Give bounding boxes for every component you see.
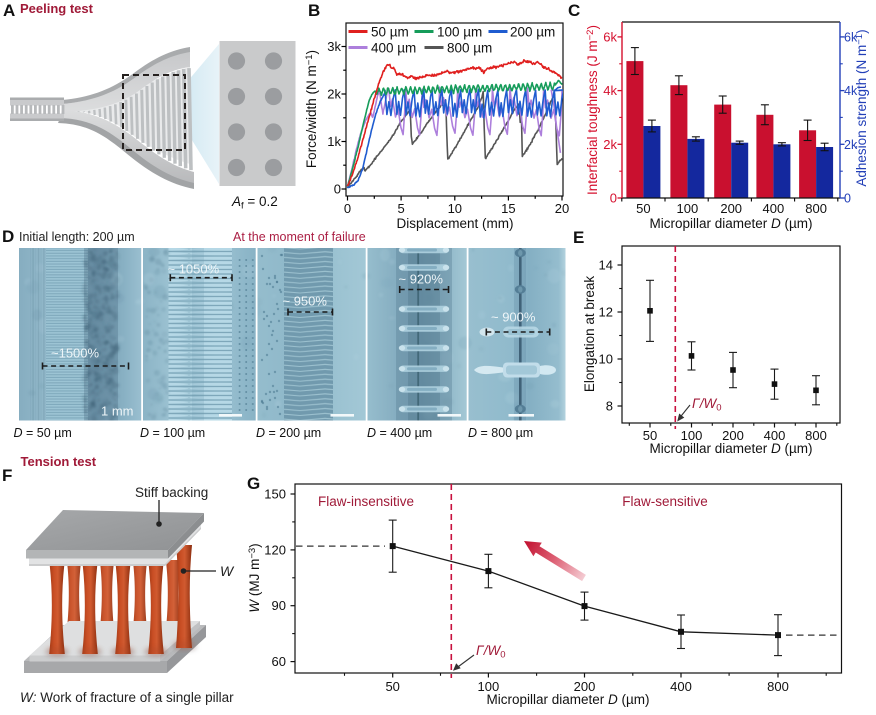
svg-text:1k: 1k — [327, 134, 341, 149]
svg-text:8: 8 — [606, 399, 613, 414]
svg-text:At the moment of failure: At the moment of failure — [233, 230, 366, 244]
svg-text:Flaw-insensitive: Flaw-insensitive — [318, 494, 414, 509]
svg-text:Peeling test: Peeling test — [20, 1, 94, 16]
svg-text:C: C — [568, 1, 580, 20]
svg-text:Displacement (mm): Displacement (mm) — [396, 216, 513, 231]
svg-text:D = 800 µm: D = 800 µm — [468, 426, 533, 440]
svg-text:400: 400 — [670, 679, 692, 694]
svg-text:~ 920%: ~ 920% — [399, 272, 444, 287]
svg-text:400 µm: 400 µm — [371, 41, 416, 56]
svg-text:B: B — [308, 1, 320, 20]
svg-text:0: 0 — [610, 191, 617, 206]
svg-text:~1500%: ~1500% — [51, 346, 100, 361]
svg-text:50 µm: 50 µm — [371, 25, 409, 40]
svg-text:Interfacial toughness (J m−2): Interfacial toughness (J m−2) — [585, 25, 600, 195]
svg-text:Stiff backing: Stiff backing — [135, 485, 208, 500]
svg-text:D = 50 µm: D = 50 µm — [14, 426, 72, 440]
svg-text:0: 0 — [334, 182, 341, 197]
svg-text:5: 5 — [397, 201, 404, 216]
svg-text:W: Work of fracture of a singl: W: Work of fracture of a single pillar — [20, 690, 234, 705]
svg-text:Micropillar diameter D (µm): Micropillar diameter D (µm) — [649, 216, 812, 231]
svg-text:10: 10 — [599, 352, 613, 367]
svg-text:A: A — [3, 1, 15, 20]
svg-text:~ 1050%: ~ 1050% — [168, 262, 220, 277]
svg-text:100: 100 — [677, 201, 699, 216]
svg-text:D = 100 µm: D = 100 µm — [140, 426, 205, 440]
svg-text:200 µm: 200 µm — [510, 25, 555, 40]
svg-text:Initial length: 200 µm: Initial length: 200 µm — [19, 230, 135, 244]
svg-text:Elongation at break: Elongation at break — [582, 276, 597, 393]
svg-text:G: G — [247, 474, 260, 493]
svg-text:1 mm: 1 mm — [101, 404, 134, 419]
svg-text:100 µm: 100 µm — [437, 25, 482, 40]
svg-text:400: 400 — [763, 201, 785, 216]
svg-text:60: 60 — [272, 654, 286, 669]
svg-text:E: E — [573, 228, 584, 247]
svg-text:200: 200 — [720, 201, 742, 216]
svg-text:120: 120 — [264, 542, 286, 557]
svg-text:10: 10 — [448, 201, 462, 216]
svg-text:20: 20 — [555, 201, 569, 216]
svg-text:W: W — [220, 563, 235, 579]
svg-text:D: D — [2, 227, 14, 246]
svg-text:90: 90 — [272, 598, 286, 613]
svg-text:Af = 0.2: Af = 0.2 — [231, 194, 278, 212]
svg-text:Micropillar diameter D (µm): Micropillar diameter D (µm) — [486, 692, 649, 707]
svg-text:Force/width (N m−1): Force/width (N m−1) — [304, 50, 319, 168]
svg-text:Flaw-sensitive: Flaw-sensitive — [622, 494, 708, 509]
svg-text:800: 800 — [767, 679, 789, 694]
svg-text:50: 50 — [385, 679, 399, 694]
svg-text:800 µm: 800 µm — [447, 41, 492, 56]
svg-text:6k: 6k — [603, 29, 617, 44]
svg-text:Adhesion strength (N m−1): Adhesion strength (N m−1) — [854, 29, 869, 186]
svg-text:Tension test: Tension test — [21, 454, 97, 469]
svg-text:50: 50 — [636, 201, 650, 216]
svg-text:F: F — [2, 466, 12, 485]
svg-text:~ 950%: ~ 950% — [283, 294, 328, 309]
svg-text:D = 400 µm: D = 400 µm — [367, 426, 432, 440]
svg-text:15: 15 — [501, 201, 515, 216]
svg-text:4k: 4k — [603, 83, 617, 98]
svg-text:~ 900%: ~ 900% — [491, 310, 536, 325]
svg-text:800: 800 — [805, 201, 827, 216]
svg-text:3k: 3k — [327, 39, 341, 54]
svg-text:2k: 2k — [327, 87, 341, 102]
svg-text:12: 12 — [599, 305, 613, 320]
svg-text:14: 14 — [599, 258, 613, 273]
svg-text:0: 0 — [344, 201, 351, 216]
svg-text:D = 200 µm: D = 200 µm — [256, 426, 321, 440]
svg-text:2k: 2k — [603, 137, 617, 152]
svg-text:Micropillar diameter D (µm): Micropillar diameter D (µm) — [649, 441, 812, 456]
svg-text:150: 150 — [264, 487, 286, 502]
svg-text:0: 0 — [844, 192, 851, 206]
